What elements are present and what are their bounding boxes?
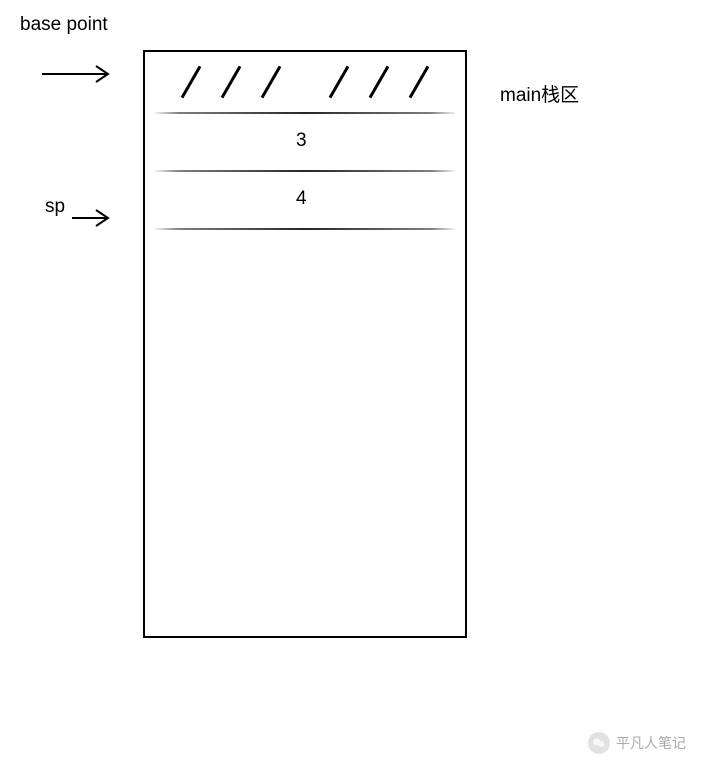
hatch-mark <box>256 62 286 102</box>
diagram-container: base point sp 3 4 main栈区 <box>0 0 706 766</box>
hatch-region <box>155 58 455 106</box>
hatch-mark <box>324 62 354 102</box>
sp-arrow <box>40 208 120 228</box>
hatch-mark <box>364 62 394 102</box>
hatch-mark <box>404 62 434 102</box>
watermark: 平凡人笔记 <box>588 732 686 754</box>
base-point-label: base point <box>20 14 108 36</box>
divider-1 <box>155 112 455 114</box>
hatch-mark <box>216 62 246 102</box>
divider-3 <box>155 228 455 230</box>
cell-value-1: 4 <box>296 188 307 210</box>
watermark-text: 平凡人笔记 <box>616 733 686 753</box>
wechat-icon <box>588 732 610 754</box>
divider-2 <box>155 170 455 172</box>
main-region-label: main栈区 <box>500 80 579 107</box>
hatch-mark <box>176 62 206 102</box>
base-point-arrow <box>40 64 120 84</box>
cell-value-0: 3 <box>296 130 307 152</box>
